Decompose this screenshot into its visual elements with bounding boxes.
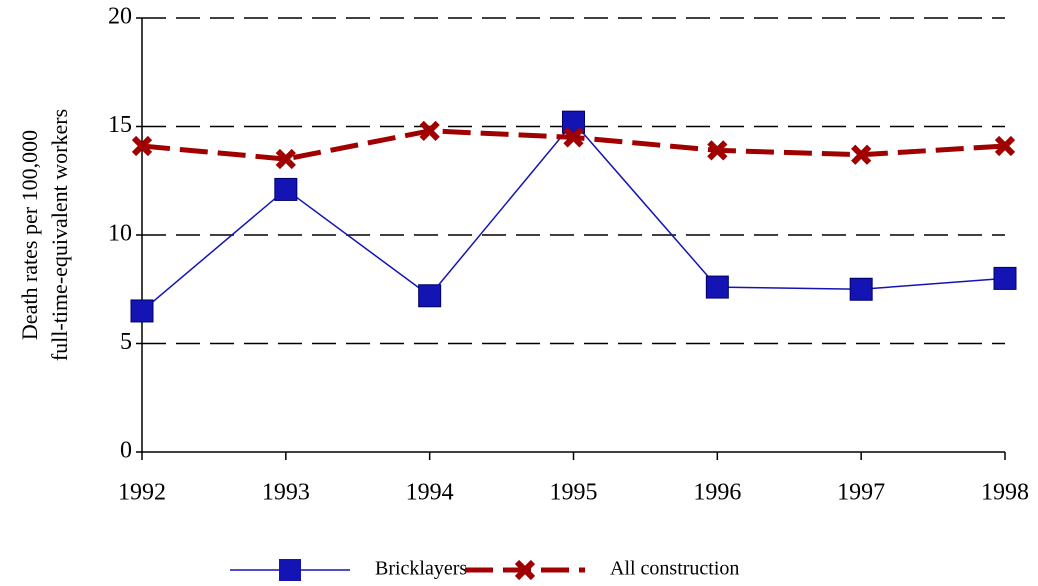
- marker: [130, 299, 154, 323]
- x-tick-label: 1994: [406, 480, 454, 506]
- marker: [274, 177, 298, 201]
- legend-marker: [279, 559, 301, 581]
- marker: [707, 140, 728, 161]
- legend-marker: [514, 559, 536, 581]
- x-tick-label: 1996: [693, 480, 741, 506]
- y-tick-label: 10: [108, 221, 132, 247]
- marker: [419, 120, 440, 141]
- marker: [563, 127, 584, 148]
- y-tick-label: 0: [120, 438, 132, 464]
- x-tick-label: 1993: [262, 480, 310, 506]
- marker: [131, 135, 153, 157]
- y-axis-label: full-time-equivalent workers: [47, 109, 72, 361]
- marker: [994, 135, 1016, 157]
- x-tick-label: 1995: [550, 480, 598, 506]
- y-tick-label: 5: [120, 329, 132, 355]
- marker: [993, 266, 1017, 290]
- x-tick-label: 1997: [837, 480, 885, 506]
- legend-label: All construction: [610, 558, 739, 580]
- x-tick-label: 1992: [118, 480, 166, 506]
- marker: [418, 284, 442, 308]
- marker: [275, 148, 296, 170]
- marker: [705, 275, 729, 299]
- marker: [851, 144, 872, 165]
- y-tick-label: 15: [108, 112, 132, 138]
- series-line: [141, 121, 1006, 312]
- legend-label: Bricklayers: [375, 558, 467, 580]
- y-tick-label: 20: [108, 4, 132, 30]
- x-tick-label: 1998: [981, 480, 1029, 506]
- y-axis-label: Death rates per 100,000: [17, 130, 42, 340]
- marker: [849, 277, 873, 301]
